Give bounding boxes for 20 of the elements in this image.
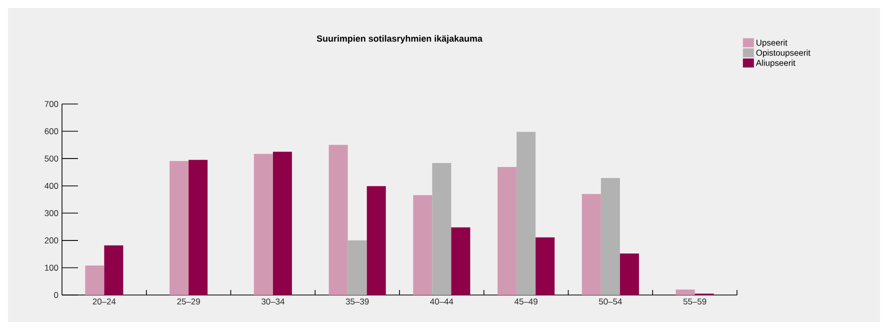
x-tick-label: 35–39: [346, 298, 369, 305]
y-tick-label: 200: [44, 237, 58, 244]
x-tick-label: 55–59: [683, 298, 706, 305]
x-tick-label: 45–49: [514, 298, 538, 305]
x-tick-label: 40–44: [430, 298, 454, 305]
chart-title: Suurimpien sotilasryhmien ikäjakauma: [316, 35, 483, 44]
y-tick-label: 700: [44, 101, 58, 107]
y-tick-label: 400: [44, 182, 58, 189]
x-tick-label: 20–24: [92, 298, 116, 305]
legend-label: Upseerit: [756, 39, 788, 48]
y-tick-label: 0: [54, 292, 58, 298]
x-tick-label: 25–29: [177, 298, 200, 305]
y-tick-label: 100: [44, 264, 58, 271]
y-tick-label: 500: [44, 156, 58, 162]
legend-label: Opistoupseerit: [756, 50, 810, 58]
y-tick-label: 600: [44, 128, 58, 134]
y-tick-label: 300: [44, 210, 58, 216]
x-tick-label: 50–54: [599, 298, 622, 305]
legend-label: Aliupseerit: [756, 60, 796, 68]
x-tick-label: 30–34: [262, 298, 284, 305]
